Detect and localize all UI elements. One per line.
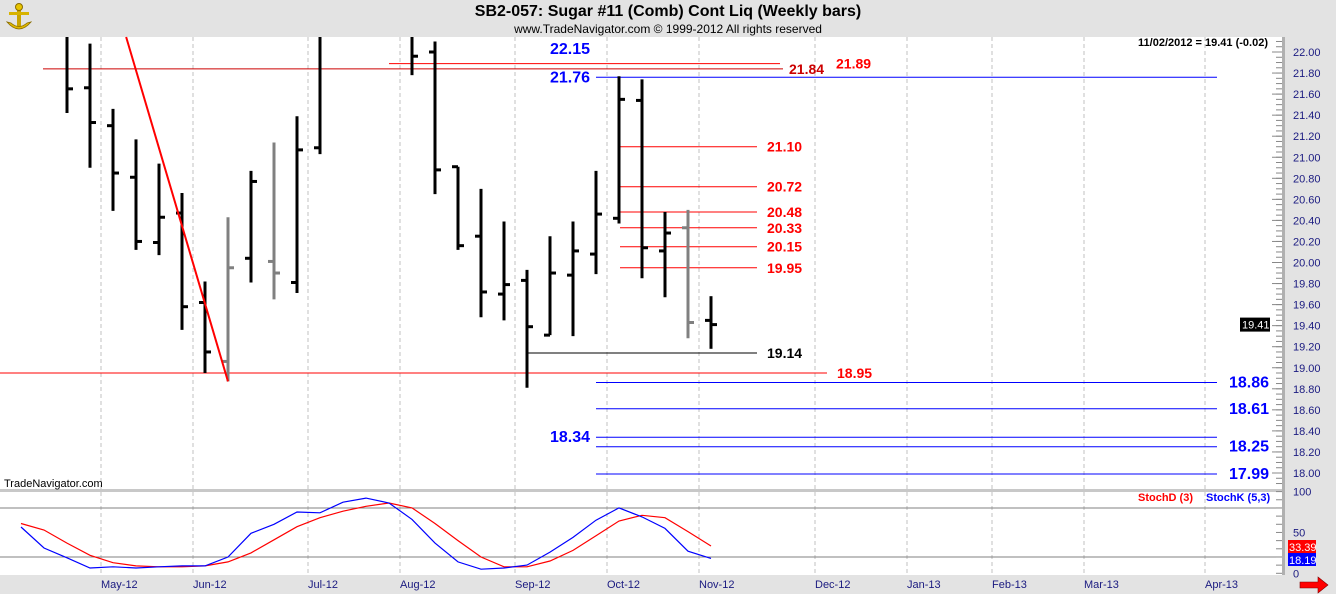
axis-divider [1282, 37, 1285, 575]
ohlc-bar [682, 209, 694, 339]
ohlc-bar [429, 41, 441, 195]
stochk-line [20, 497, 712, 570]
trade-navigator-anchor-icon [5, 3, 33, 30]
stochd-value-tag [1288, 540, 1316, 553]
level-label: 19.95 [767, 260, 802, 276]
ohlc-bar [107, 108, 119, 211]
level-label: 18.86 [1229, 374, 1269, 391]
x-tick-label: Jan-13 [907, 579, 941, 591]
x-tick-label: Sep-12 [515, 579, 550, 591]
x-tick-label: Oct-12 [607, 579, 640, 591]
x-tick-label: May-12 [101, 579, 138, 591]
y-tick-label: 18.00 [1293, 468, 1321, 480]
y-tick-label: 21.20 [1293, 131, 1321, 143]
ohlc-bar [452, 165, 464, 250]
ohlc-bar [521, 269, 533, 388]
y-tick-label: 19.80 [1293, 279, 1321, 291]
stoch-y-tick-label: 100 [1293, 487, 1311, 499]
stochk-value-tag [1288, 553, 1316, 566]
ohlc-bar [475, 188, 487, 318]
price-readout: 11/02/2012 = 19.41 (-0.02) [1138, 37, 1268, 49]
y-tick-label: 20.60 [1293, 194, 1321, 206]
y-tick-label: 18.80 [1293, 384, 1321, 396]
y-tick-label: 22.00 [1293, 47, 1321, 59]
ohlc-bar [291, 116, 303, 294]
ohlc-bar [153, 163, 165, 256]
ohlc-bar [590, 170, 602, 275]
last-price-tag [1240, 317, 1270, 332]
y-tick-label: 18.20 [1293, 447, 1321, 459]
ohlc-bar [567, 221, 579, 337]
y-tick-label: 21.00 [1293, 152, 1321, 164]
y-tick-label: 19.20 [1293, 342, 1321, 354]
y-tick-label: 20.20 [1293, 236, 1321, 248]
x-tick-label: Jul-12 [308, 579, 338, 591]
ohlc-bar [84, 43, 96, 168]
y-tick-label: 19.00 [1293, 363, 1321, 375]
level-label: 19.14 [767, 345, 802, 361]
stochd-legend: StochD (3) [1138, 492, 1193, 504]
x-tick-label: Jun-12 [193, 579, 227, 591]
last-price-label: 19.41 [1242, 320, 1270, 332]
level-label: 17.99 [1229, 466, 1269, 483]
ohlc-bar [130, 139, 142, 250]
level-label: 21.76 [550, 69, 590, 86]
y-tick-label: 18.40 [1293, 426, 1321, 438]
y-tick-label: 20.80 [1293, 173, 1321, 185]
chart-header: SB2-057: Sugar #11 (Comb) Cont Liq (Week… [0, 0, 1336, 37]
level-label: 21.84 [789, 61, 824, 77]
ohlc-bar [705, 296, 717, 349]
y-tick-label: 20.40 [1293, 215, 1321, 227]
level-label: 21.89 [836, 56, 871, 72]
stochd-line [20, 502, 712, 568]
stochd-value-label: 33.39 [1289, 542, 1317, 554]
copyright-text: www.TradeNavigator.com © 1999-2012 All r… [514, 22, 822, 36]
level-label: 20.33 [767, 220, 802, 236]
trendline [125, 36, 229, 382]
x-tick-label: Aug-12 [400, 579, 435, 591]
pane-divider[interactable] [0, 489, 1282, 492]
ohlc-bar [65, 37, 73, 114]
y-tick-label: 19.40 [1293, 321, 1321, 333]
level-label: 20.72 [767, 179, 802, 195]
ohlc-bar [636, 79, 648, 279]
stochk-value-label: 18.19 [1289, 555, 1317, 567]
ohlc-bar [314, 37, 322, 155]
y-tick-label: 21.40 [1293, 110, 1321, 122]
x-tick-label: Nov-12 [699, 579, 734, 591]
ohlc-bar [245, 170, 257, 283]
x-tick-label: Apr-13 [1205, 579, 1238, 591]
level-label: 18.61 [1229, 401, 1269, 418]
red-right-arrow-icon[interactable] [1299, 576, 1329, 594]
level-label: 20.48 [767, 204, 802, 220]
stoch-y-tick-label: 0 [1293, 568, 1299, 580]
x-tick-label: Mar-13 [1084, 579, 1119, 591]
stoch-plot-area [0, 492, 1282, 575]
watermark-text: TradeNavigator.com [4, 478, 103, 490]
ohlc-bar [544, 236, 556, 337]
level-label: 18.95 [837, 365, 872, 381]
level-label: 18.34 [550, 429, 590, 446]
y-tick-label: 20.00 [1293, 258, 1321, 270]
stoch-y-tick-label: 50 [1293, 527, 1305, 539]
y-tick-label: 19.60 [1293, 300, 1321, 312]
y-tick-label: 18.60 [1293, 405, 1321, 417]
ohlc-bar [498, 221, 510, 321]
level-label: 20.15 [767, 239, 802, 255]
chart-title: SB2-057: Sugar #11 (Comb) Cont Liq (Week… [474, 3, 862, 20]
level-label: 21.10 [767, 139, 802, 155]
ohlc-bar [410, 37, 418, 76]
ohlc-bar [268, 142, 280, 300]
level-label: 18.25 [1229, 439, 1269, 456]
x-tick-label: Feb-13 [992, 579, 1027, 591]
y-tick-label: 21.60 [1293, 89, 1321, 101]
ohlc-bar [659, 211, 671, 298]
ohlc-bar [613, 76, 625, 224]
level-label: 22.15 [550, 41, 590, 58]
stochk-legend: StochK (5,3) [1206, 492, 1271, 504]
x-tick-label: Dec-12 [815, 579, 850, 591]
y-tick-label: 21.80 [1293, 68, 1321, 80]
